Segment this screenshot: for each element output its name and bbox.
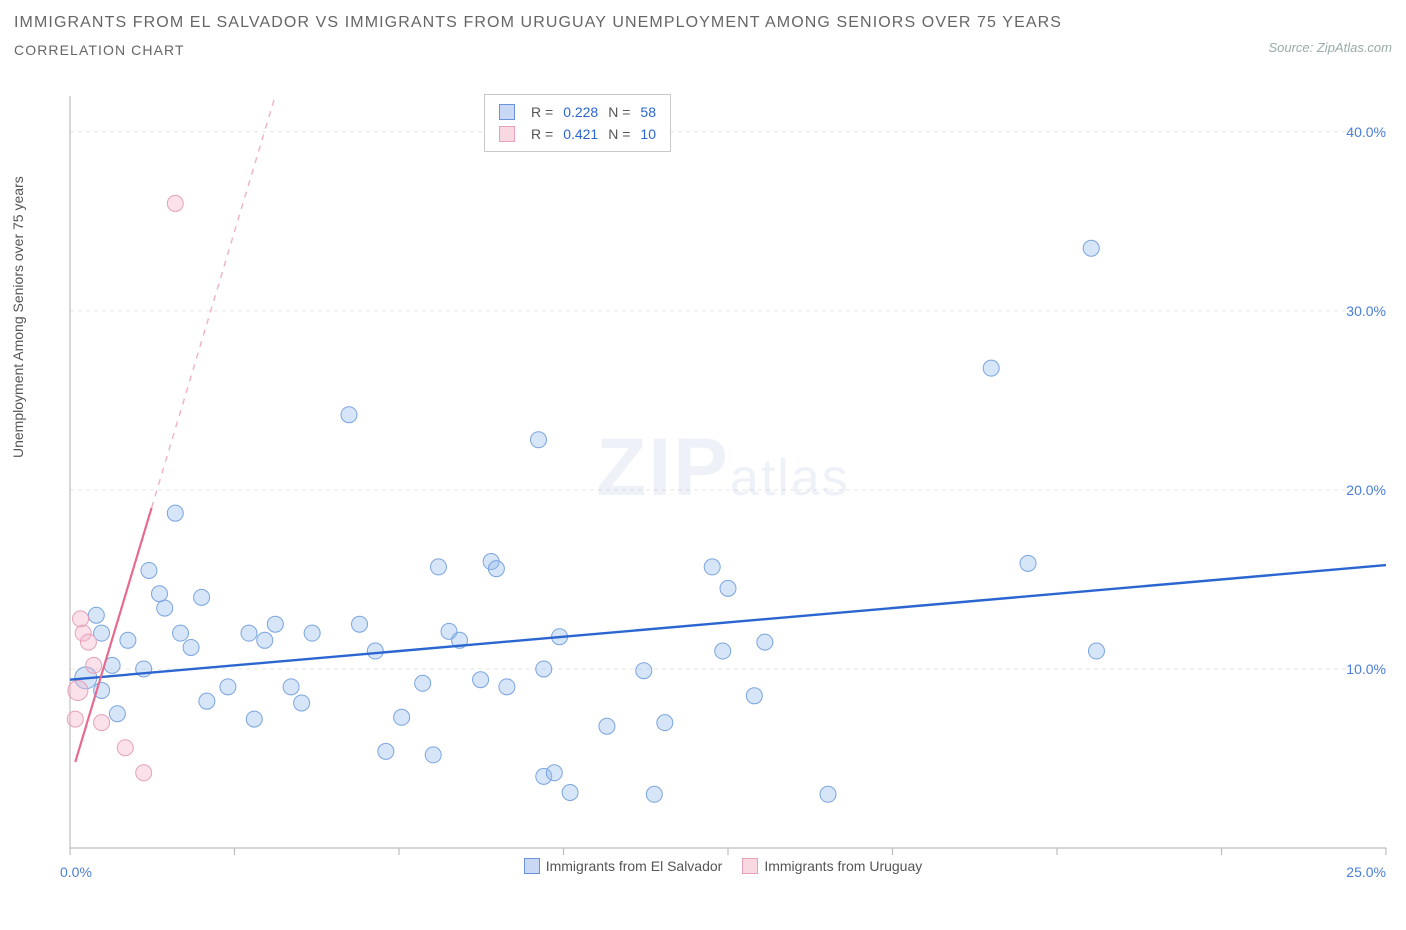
legend-label: Immigrants from El Salvador xyxy=(546,858,723,874)
correlation-chart: ZIPatlas R = 0.228 N = 58 R = 0.421 N = … xyxy=(54,90,1392,880)
swatch-blue-icon xyxy=(524,858,540,874)
r-label: R = xyxy=(531,101,553,123)
r-value: 0.228 xyxy=(563,101,598,123)
y-axis-label: Unemployment Among Seniors over 75 years xyxy=(10,176,26,458)
stats-legend: R = 0.228 N = 58 R = 0.421 N = 10 xyxy=(484,94,671,152)
legend-item-uruguay: Immigrants from Uruguay xyxy=(742,858,922,874)
stats-row-el-salvador: R = 0.228 N = 58 xyxy=(499,101,656,123)
ytick-20: 20.0% xyxy=(1346,482,1386,498)
ytick-40: 40.0% xyxy=(1346,124,1386,140)
series-legend: Immigrants from El Salvador Immigrants f… xyxy=(54,852,1392,880)
swatch-pink-icon xyxy=(742,858,758,874)
legend-label: Immigrants from Uruguay xyxy=(764,858,922,874)
stats-row-uruguay: R = 0.421 N = 10 xyxy=(499,123,656,145)
swatch-pink-icon xyxy=(499,126,515,142)
legend-item-el-salvador: Immigrants from El Salvador xyxy=(524,858,723,874)
chart-source: Source: ZipAtlas.com xyxy=(1268,40,1392,55)
n-value: 58 xyxy=(640,101,656,123)
source-name: ZipAtlas.com xyxy=(1317,40,1392,55)
page-title: IMMIGRANTS FROM EL SALVADOR VS IMMIGRANT… xyxy=(14,14,1392,32)
n-label: N = xyxy=(608,101,630,123)
swatch-blue-icon xyxy=(499,104,515,120)
ytick-10: 10.0% xyxy=(1346,661,1386,677)
r-label: R = xyxy=(531,123,553,145)
source-prefix: Source: xyxy=(1268,40,1316,55)
n-label: N = xyxy=(608,123,630,145)
page-subtitle: CORRELATION CHART xyxy=(14,42,1392,58)
r-value: 0.421 xyxy=(563,123,598,145)
chart-svg xyxy=(54,90,1392,880)
n-value: 10 xyxy=(640,123,656,145)
ytick-30: 30.0% xyxy=(1346,303,1386,319)
